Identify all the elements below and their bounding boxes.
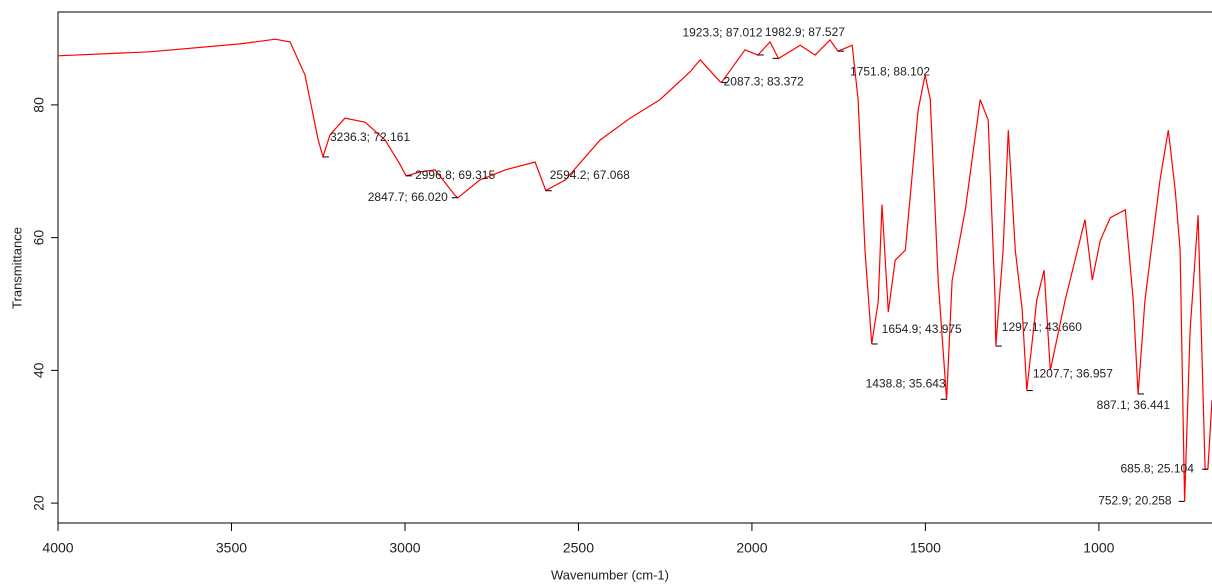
- annotation-label: 1297.1; 43.660: [1002, 320, 1082, 334]
- y-tick-label: 40: [31, 362, 47, 378]
- x-tick-label: 1500: [910, 540, 941, 556]
- annotation-label: 1438.8; 35.643: [866, 376, 946, 390]
- annotation-label: 3236.3; 72.161: [330, 130, 410, 144]
- annotation-label: 1751.8; 88.102: [850, 64, 930, 78]
- annotation-label: 2594.2; 67.068: [550, 168, 630, 182]
- x-tick-label: 2500: [563, 540, 594, 556]
- y-tick-label: 20: [31, 495, 47, 511]
- plot-border: [57, 11, 1212, 524]
- x-tick-label: 3500: [216, 540, 247, 556]
- x-axis-label: Wavenumber (cm-1): [551, 567, 669, 582]
- annotation-label: 752.9; 20.258: [1098, 494, 1172, 508]
- y-tick-label: 60: [31, 230, 47, 246]
- annotation-label: 1654.9; 43.975: [882, 322, 962, 336]
- x-tick-label: 4000: [42, 540, 73, 556]
- annotation-label: 685.8; 25.104: [1120, 461, 1194, 475]
- annotation-label: 2847.7; 66.020: [368, 190, 448, 204]
- x-tick-label: 1000: [1083, 540, 1114, 556]
- annotation-label: 1207.7; 36.957: [1033, 367, 1113, 381]
- annotation-label: 1923.3; 87.012: [682, 26, 762, 40]
- spectrum-line: [57, 38, 1212, 502]
- annotation-label: 2996.8; 69.315: [415, 168, 495, 182]
- y-axis-label: Transmittance: [9, 227, 24, 309]
- annotation-label: 1982.9; 87.527: [765, 25, 845, 39]
- x-tick-label: 2000: [736, 540, 767, 556]
- annotation-label: 2087.3; 83.372: [724, 75, 804, 89]
- annotation-label: 887.1; 36.441: [1097, 398, 1171, 412]
- x-tick-label: 3000: [389, 540, 420, 556]
- y-tick-label: 80: [31, 97, 47, 113]
